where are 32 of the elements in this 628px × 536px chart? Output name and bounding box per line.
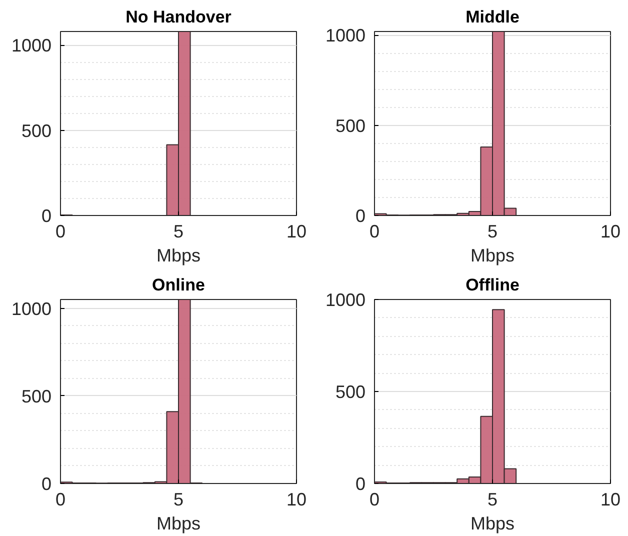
chart-title: Middle [466,8,520,26]
y-tick-label: 0 [355,474,366,494]
y-tick-label: 500 [335,382,366,402]
x-tick-label: 10 [600,490,621,510]
x-tick-label: 0 [369,490,380,510]
y-tick-label: 0 [41,474,52,494]
x-tick-label: 10 [600,222,621,242]
x-axis-title: Mbps [470,514,515,534]
y-tick-label: 0 [41,206,52,226]
x-tick-label: 0 [369,222,380,242]
y-tick-label: 500 [21,120,52,141]
x-axis-title: Mbps [470,246,515,266]
y-tick-label: 500 [335,116,366,136]
x-tick-label: 5 [487,222,498,242]
x-tick-label: 5 [173,490,184,510]
y-tick-label: 1000 [325,290,366,310]
x-tick-label: 5 [173,222,184,242]
x-tick-label: 0 [55,222,66,242]
x-tick-label: 5 [487,490,498,510]
x-tick-label: 0 [55,490,66,510]
chart-title: No Handover [126,8,232,26]
y-tick-label: 500 [21,386,52,406]
chart-title: Offline [466,276,520,294]
y-tick-label: 0 [355,206,366,226]
y-tick-label: 1000 [325,26,366,46]
chart-title: Online [152,276,205,294]
x-axis-title: Mbps [156,514,201,534]
x-tick-label: 10 [286,222,307,242]
x-tick-label: 10 [286,490,307,510]
y-tick-label: 1000 [11,36,52,56]
x-axis-title: Mbps [156,246,201,266]
y-tick-label: 1000 [11,298,52,319]
